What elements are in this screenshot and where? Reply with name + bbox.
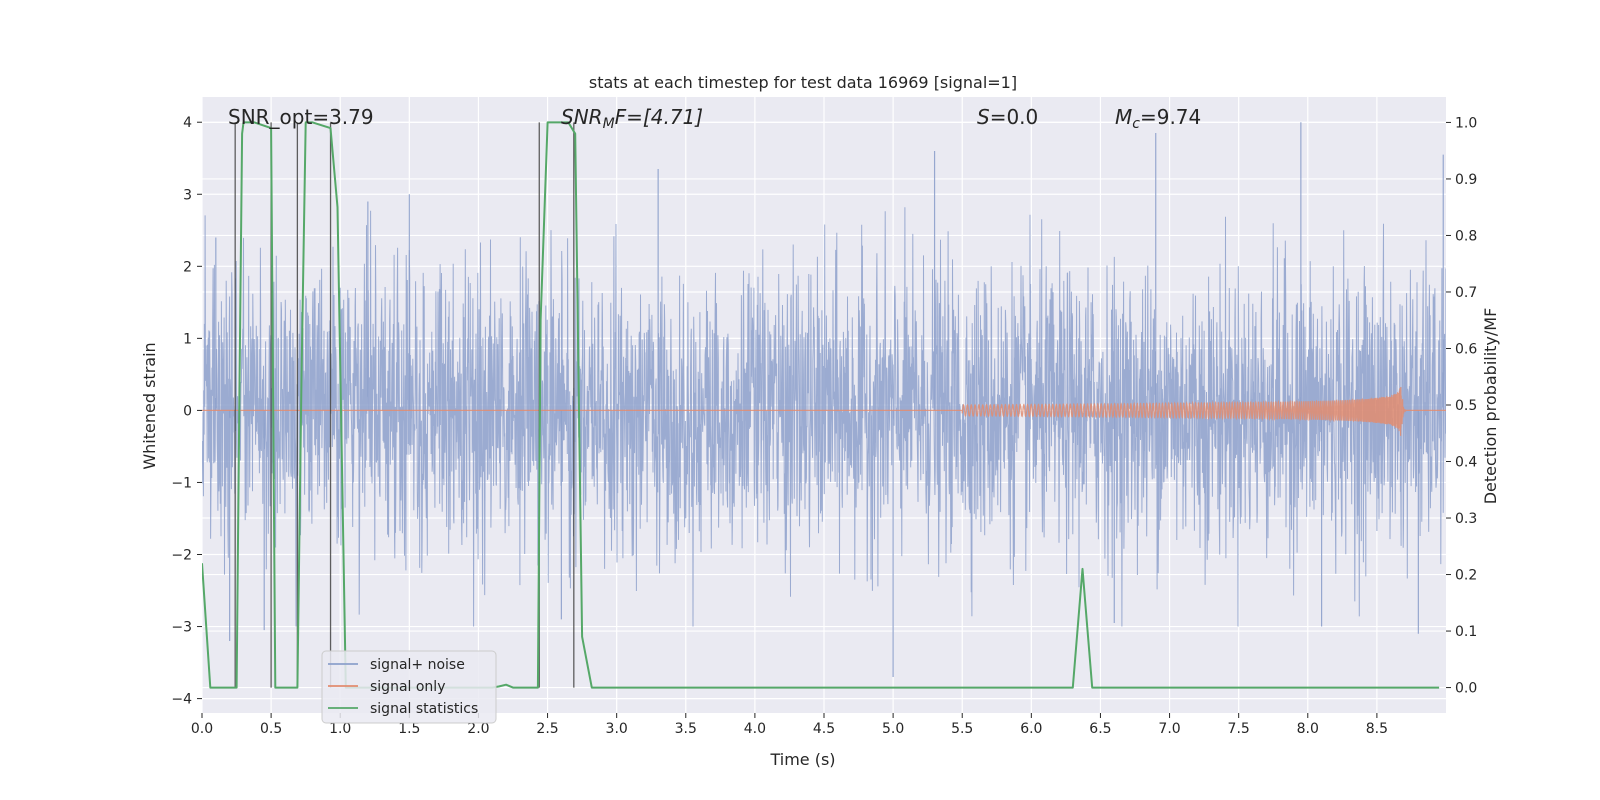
y-right-axis-ticks: 1.0 0.9 0.8 0.7 0.6 0.5 0.4 0.3 0.2 0.1 0.0 <box>1446 115 1477 697</box>
legend-label-signal-noise: signal+ noise <box>370 657 465 673</box>
y-right-tick-label-3: 0.7 <box>1455 285 1477 301</box>
annotation-mc-label: M <box>1115 105 1132 129</box>
annotation-s-value: =0.0 <box>990 105 1039 129</box>
series-signal-only <box>202 386 1446 436</box>
x-tick-label-7: 3.5 <box>675 721 697 737</box>
y-right-tick-label-8: 0.2 <box>1455 568 1477 584</box>
y-right-tick-label-1: 0.9 <box>1455 172 1477 188</box>
y-right-tick-label-0: 1.0 <box>1455 115 1477 131</box>
y-right-tick-label-9: 0.1 <box>1455 624 1477 640</box>
y-right-tick-label-7: 0.3 <box>1455 511 1477 527</box>
y-right-tick-label-6: 0.4 <box>1455 455 1477 471</box>
y-right-axis-label: Detection probability/MF <box>1481 308 1500 505</box>
x-tick-label-10: 5.0 <box>882 721 904 737</box>
annotation-s-label: S <box>977 105 990 129</box>
x-axis-ticks: 0.0 0.5 1.0 1.5 2.0 2.5 3.0 3.5 4.0 4.5 5.0 5.5 6.0 6… <box>191 713 1388 737</box>
y-right-tick-label-4: 0.6 <box>1455 341 1477 357</box>
x-tick-label-3: 1.5 <box>398 721 420 737</box>
annotation-mc-value: =9.74 <box>1140 105 1201 129</box>
annotation-snr-opt: SNR_opt=3.79 <box>228 105 374 129</box>
x-tick-label-13: 6.5 <box>1089 721 1111 737</box>
x-tick-label-17: 8.5 <box>1366 721 1388 737</box>
y-left-tick-label-6: −2 <box>171 547 192 563</box>
annotation-snr-mf-rest: F=[4.71] <box>615 105 703 129</box>
legend-label-signal-only: signal only <box>370 679 445 695</box>
y-left-tick-label-0: 4 <box>183 115 192 131</box>
annotation-mc-sub: c <box>1132 116 1140 132</box>
x-tick-label-9: 4.5 <box>813 721 835 737</box>
y-left-tick-label-4: 0 <box>183 403 192 419</box>
legend-label-signal-statistics: signal statistics <box>370 701 478 717</box>
y-right-tick-label-2: 0.8 <box>1455 228 1477 244</box>
y-left-tick-label-1: 3 <box>183 187 192 203</box>
y-left-tick-label-3: 1 <box>183 331 192 347</box>
x-tick-label-14: 7.0 <box>1158 721 1180 737</box>
signal-trace <box>202 386 1446 436</box>
annotation-mc: Mc=9.74 <box>1115 105 1201 132</box>
x-tick-label-2: 1.0 <box>329 721 351 737</box>
series-signal-noise <box>202 122 1446 677</box>
x-tick-label-0: 0.0 <box>191 721 213 737</box>
x-tick-label-4: 2.0 <box>467 721 489 737</box>
chart-title: stats at each timestep for test data 169… <box>589 73 1017 92</box>
y-left-tick-label-5: −1 <box>171 475 192 491</box>
y-right-tick-label-5: 0.5 <box>1455 398 1477 414</box>
x-tick-label-11: 5.5 <box>951 721 973 737</box>
x-tick-label-16: 8.0 <box>1297 721 1319 737</box>
annotation-s: S=0.0 <box>977 105 1038 129</box>
annotation-snr-mf-label: SNR <box>561 105 603 129</box>
annotation-snr-mf-sub: M <box>603 116 615 132</box>
x-axis-label: Time (s) <box>769 750 835 769</box>
y-left-axis-ticks: 4 3 2 1 0 −1 −2 −3 −4 <box>171 115 202 708</box>
x-tick-label-1: 0.5 <box>260 721 282 737</box>
y-left-tick-label-7: −3 <box>171 620 192 636</box>
x-tick-label-5: 2.5 <box>536 721 558 737</box>
x-tick-label-12: 6.0 <box>1020 721 1042 737</box>
x-tick-label-15: 7.5 <box>1228 721 1250 737</box>
legend: signal+ noise signal only signal statist… <box>321 650 497 724</box>
annotation-snr-mf: SNRMF=[4.71] <box>561 105 703 132</box>
x-tick-label-8: 4.0 <box>744 721 766 737</box>
y-right-tick-label-10: 0.0 <box>1455 681 1477 697</box>
legend-box <box>321 650 497 724</box>
y-left-tick-label-8: −4 <box>171 692 192 708</box>
y-left-tick-label-2: 2 <box>183 259 192 275</box>
x-tick-label-6: 3.0 <box>606 721 628 737</box>
y-left-axis-label: Whitened strain <box>140 342 159 469</box>
